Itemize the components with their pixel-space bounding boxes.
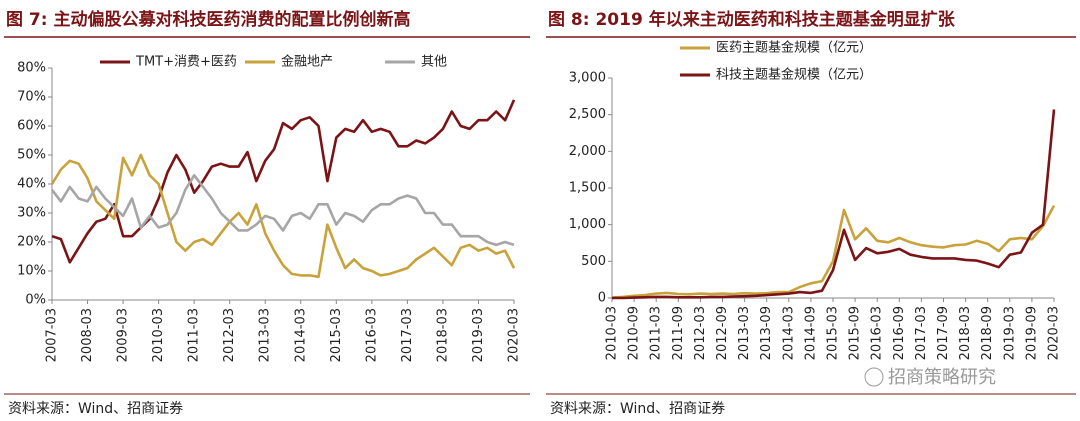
y-tick-label: 80% <box>17 61 46 76</box>
y-tick-label: 3,000 <box>569 71 606 86</box>
x-tick-label: 2007-03 <box>45 308 60 362</box>
x-tick-label: 2008-03 <box>80 308 95 362</box>
y-tick-label: 0 <box>598 291 606 306</box>
source: 资料来源：Wind、招商证券 <box>8 401 183 417</box>
x-tick-label: 2015-03 <box>329 308 344 362</box>
x-tick-label: 2012-03 <box>693 306 708 360</box>
x-tick-label: 2013-03 <box>737 306 752 360</box>
x-tick-label: 2009-03 <box>116 308 131 362</box>
chart-title: 图 7: 主动偏股公募对科技医药消费的配置比例创新高 <box>6 9 410 30</box>
source: 资料来源：Wind、招商证券 <box>550 401 725 417</box>
x-tick-label: 2013-09 <box>759 306 774 360</box>
x-tick-label: 2019-03 <box>471 308 486 362</box>
x-tick-label: 2016-03 <box>870 306 885 360</box>
y-tick-label: 500 <box>581 254 606 269</box>
x-tick-label: 2018-09 <box>980 306 995 360</box>
y-tick-label: 10% <box>17 264 46 279</box>
watermark: 招商策略研究 <box>888 367 996 388</box>
watermark-icon <box>864 367 884 387</box>
y-tick-label: 60% <box>17 119 46 134</box>
x-tick-label: 2019-09 <box>1024 306 1039 360</box>
x-tick-label: 2014-03 <box>781 306 796 360</box>
legend-label: 科技主题基金规模（亿元） <box>716 67 872 83</box>
legend-label: 医药主题基金规模（亿元） <box>716 40 872 56</box>
x-tick-label: 2017-09 <box>936 306 951 360</box>
x-tick-label: 2011-09 <box>671 306 686 360</box>
y-tick-label: 2,000 <box>569 144 606 159</box>
x-tick-label: 2014-03 <box>293 308 308 362</box>
x-tick-label: 2011-03 <box>187 308 202 362</box>
series-line <box>611 204 1056 299</box>
y-tick-label: 70% <box>17 90 46 105</box>
legend-label: 金融地产 <box>281 54 333 70</box>
x-tick-label: 2010-09 <box>627 306 642 360</box>
y-tick-label: 40% <box>17 177 46 192</box>
chart-title: 图 8: 2019 年以来主动医药和科技主题基金明显扩张 <box>548 9 956 30</box>
x-tick-label: 2011-03 <box>649 306 664 360</box>
x-tick-label: 2012-09 <box>715 306 730 360</box>
x-tick-label: 2018-03 <box>958 306 973 360</box>
series-line <box>51 99 516 264</box>
y-tick-label: 2,500 <box>569 107 606 122</box>
y-tick-label: 1,500 <box>569 181 606 196</box>
x-tick-label: 2013-03 <box>258 308 273 362</box>
x-tick-label: 2016-03 <box>364 308 379 362</box>
y-tick-label: 20% <box>17 235 46 250</box>
legend-label: 其他 <box>421 55 447 70</box>
x-tick-label: 2015-03 <box>826 306 841 360</box>
y-tick-label: 1,000 <box>569 217 606 232</box>
y-tick-label: 50% <box>17 148 46 163</box>
x-tick-label: 2019-03 <box>1002 306 1017 360</box>
x-tick-label: 2016-09 <box>892 306 907 360</box>
x-tick-label: 2014-09 <box>803 306 818 360</box>
series-line <box>50 153 516 279</box>
x-tick-label: 2020-03 <box>1047 306 1062 360</box>
x-tick-label: 2020-03 <box>507 308 522 362</box>
x-tick-label: 2010-03 <box>605 306 620 360</box>
x-tick-label: 2017-03 <box>400 308 415 362</box>
y-tick-label: 30% <box>17 206 46 221</box>
y-tick-label: 0% <box>25 293 46 308</box>
x-tick-label: 2010-03 <box>151 308 166 362</box>
x-tick-label: 2017-03 <box>914 306 929 360</box>
x-tick-label: 2018-03 <box>435 308 450 362</box>
legend-label: TMT+消费+医药 <box>135 55 237 70</box>
x-tick-label: 2015-09 <box>848 306 863 360</box>
x-tick-label: 2012-03 <box>222 308 237 362</box>
series-line <box>612 109 1056 300</box>
series-line <box>50 174 515 247</box>
